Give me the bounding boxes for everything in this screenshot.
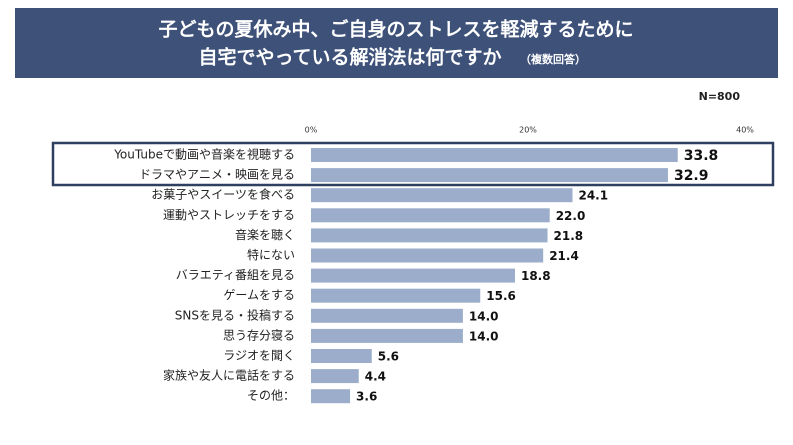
value-label: 4.4 <box>365 370 386 384</box>
category-label: お菓子やスイーツを食べる <box>151 187 295 202</box>
bar <box>311 389 351 404</box>
value-label: 33.8 <box>684 148 719 164</box>
bar <box>311 288 481 303</box>
sample-size: N=800 <box>699 90 741 103</box>
category-label: 家族や友人に電話をする <box>163 368 295 383</box>
category-label: 音楽を聴く <box>235 227 295 242</box>
value-label: 15.6 <box>486 289 516 303</box>
category-label: SNSを見る・投稿する <box>175 307 295 322</box>
x-tick-label: 20% <box>519 126 537 135</box>
title-banner <box>15 8 778 78</box>
chart-title: 子どもの夏休み中、ご自身のストレスを軽減するために <box>158 18 633 41</box>
value-label: 22.0 <box>556 209 586 223</box>
value-label: 32.9 <box>674 168 709 184</box>
category-label: その他： <box>247 389 295 403</box>
category-label: 運動やストレッチをする <box>163 208 295 222</box>
chart-title: 自宅でやっている解消法は何ですか <box>198 46 501 69</box>
value-label: 14.0 <box>469 329 499 343</box>
category-label: YouTubeで動画や音楽を視聴する <box>113 147 295 162</box>
bar <box>311 228 548 243</box>
category-label: バラエティ番組を見る <box>176 268 295 282</box>
category-label: 思う存分寝る <box>223 327 295 342</box>
value-label: 18.8 <box>521 269 551 283</box>
category-label: ラジオを聞く <box>223 349 295 363</box>
bar <box>311 208 550 223</box>
bar <box>311 369 359 384</box>
bar <box>311 168 668 183</box>
category-label: ゲームをする <box>223 288 295 302</box>
chart-subtitle: （複数回答） <box>520 52 586 66</box>
x-tick-label: 0% <box>305 126 318 135</box>
bar <box>311 328 463 343</box>
highlight-box <box>51 141 775 187</box>
category-label: ドラマやアニメ・映画を見る <box>139 168 295 182</box>
bar <box>311 308 463 323</box>
value-label: 5.6 <box>378 350 399 364</box>
value-label: 3.6 <box>356 390 377 404</box>
bar <box>311 188 573 203</box>
bar <box>311 268 515 283</box>
value-label: 14.0 <box>469 309 499 323</box>
value-label: 21.8 <box>554 229 584 243</box>
bar <box>311 349 372 363</box>
category-label: 特にない <box>247 247 295 262</box>
bar <box>311 248 544 263</box>
x-tick-label: 40% <box>736 126 754 135</box>
value-label: 24.1 <box>578 189 608 203</box>
value-label: 21.4 <box>549 249 579 263</box>
bar <box>311 148 678 162</box>
